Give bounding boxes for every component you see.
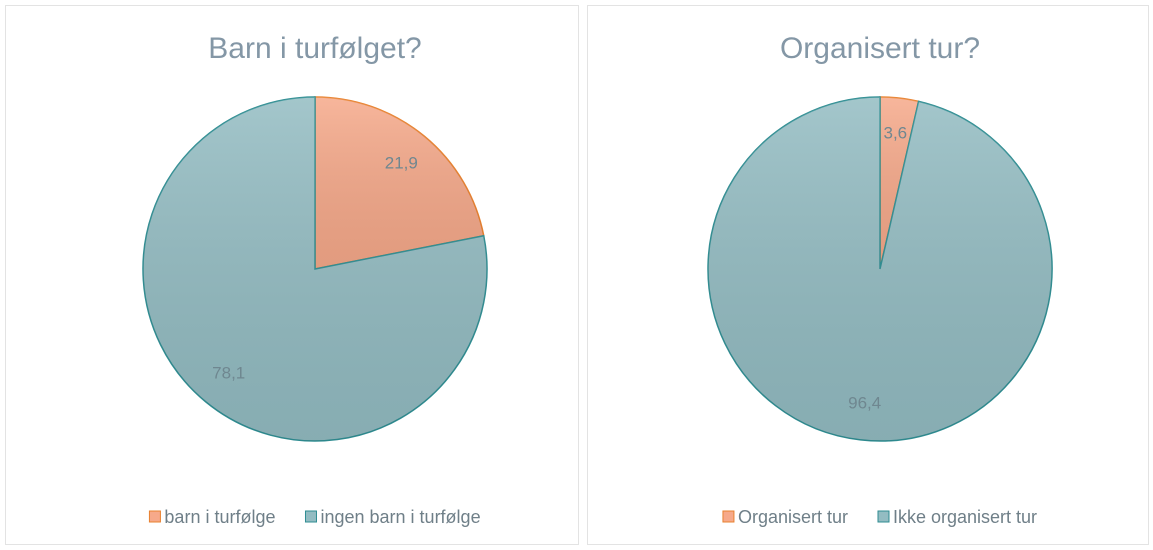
data-label: 3,6 [884, 123, 908, 142]
legend: Organisert tur Ikke organisert tur [722, 507, 1037, 527]
chart-title: Organisert tur? [780, 32, 980, 65]
data-label: 21,9 [385, 154, 418, 173]
legend-label: barn i turfølge [164, 507, 275, 527]
pie-slice [707, 96, 1053, 442]
legend-label: Organisert tur [738, 507, 848, 527]
legend-label: ingen barn i turfølge [320, 507, 480, 527]
legend-swatch [148, 510, 161, 523]
legend-swatch [722, 510, 735, 523]
legend-swatch [304, 510, 317, 523]
legend: barn i turfølge ingen barn i turfølge [148, 507, 481, 527]
chart-title: Barn i turfølget? [208, 32, 421, 65]
data-label: 96,4 [848, 393, 881, 412]
data-label: 78,1 [212, 363, 245, 382]
legend-label: Ikke organisert tur [893, 507, 1037, 527]
legend-swatch [877, 510, 890, 523]
